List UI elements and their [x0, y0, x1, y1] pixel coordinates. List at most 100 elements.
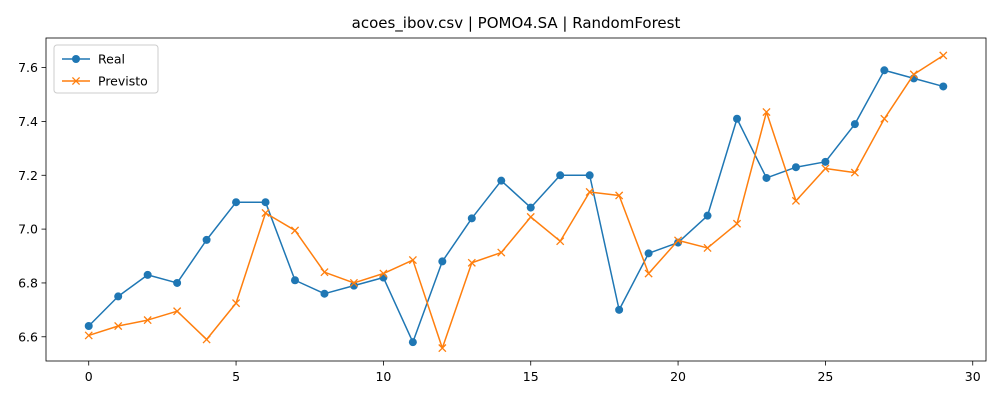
data-point-series-1	[349, 278, 358, 288]
data-point-series-1	[732, 219, 742, 228]
data-point-series-1	[791, 196, 800, 205]
legend-marker-0	[72, 55, 80, 63]
y-tick-label: 6.8	[18, 275, 38, 290]
x-marker-stroke	[762, 107, 771, 117]
x-marker-stroke	[909, 70, 918, 79]
x-tick-label: 15	[523, 369, 539, 384]
x-marker-stroke	[585, 187, 594, 197]
data-point-series-0	[939, 82, 948, 91]
data-point-series-0	[232, 198, 241, 207]
data-point-series-1	[585, 187, 594, 197]
data-point-series-0	[143, 270, 152, 279]
x-marker-stroke	[261, 208, 270, 218]
data-point-series-1	[674, 236, 683, 245]
y-tick-label: 6.6	[18, 329, 38, 344]
x-marker-stroke	[232, 299, 241, 308]
x-marker-stroke	[114, 321, 123, 331]
data-point-series-0	[84, 322, 93, 331]
x-marker-stroke	[467, 258, 476, 267]
data-point-series-0	[320, 289, 329, 298]
x-marker-stroke	[880, 114, 889, 123]
x-marker-stroke	[791, 196, 800, 205]
legend-marker-1	[71, 76, 81, 86]
x-marker-stroke	[644, 269, 653, 278]
data-point-series-0	[290, 276, 299, 285]
data-point-series-1	[644, 269, 653, 278]
x-tick-label: 5	[232, 369, 240, 384]
series-line-1	[88, 54, 944, 349]
data-point-series-1	[556, 237, 565, 246]
x-marker-stroke	[143, 316, 152, 325]
data-point-series-0	[173, 278, 182, 287]
x-tick-label: 25	[817, 369, 833, 384]
data-point-series-1	[379, 269, 388, 278]
x-marker-stroke	[349, 278, 358, 288]
data-point-series-0	[850, 120, 859, 129]
data-point-series-1	[762, 107, 771, 117]
data-point-series-0	[438, 257, 447, 266]
x-marker-stroke	[379, 269, 388, 278]
x-marker-stroke	[674, 236, 683, 245]
data-point-series-1	[232, 299, 241, 308]
data-point-series-0	[556, 171, 565, 180]
data-point-series-1	[880, 114, 889, 123]
chart-title: acoes_ibov.csv | POMO4.SA | RandomForest	[352, 14, 681, 33]
data-point-series-1	[202, 335, 211, 344]
x-marker-stroke	[732, 219, 742, 228]
x-marker-stroke	[173, 307, 182, 316]
x-marker-stroke	[438, 344, 447, 353]
data-point-series-1	[320, 268, 329, 277]
x-marker-stroke	[84, 331, 93, 340]
x-tick-label: 10	[375, 369, 391, 384]
data-point-series-0	[114, 292, 123, 301]
data-point-series-1	[290, 226, 300, 235]
data-point-series-1	[526, 212, 535, 222]
data-point-series-1	[939, 51, 948, 60]
data-point-series-0	[349, 281, 358, 290]
data-point-series-0	[762, 173, 771, 182]
data-point-series-0	[526, 203, 535, 212]
data-point-series-0	[880, 66, 889, 75]
axes-frame	[45, 37, 987, 362]
data-point-series-0	[408, 338, 417, 347]
plot-area	[84, 51, 948, 353]
data-point-series-1	[703, 243, 712, 253]
data-point-series-0	[703, 211, 712, 220]
x-tick-label: 30	[965, 369, 981, 384]
data-point-series-1	[84, 331, 93, 340]
data-point-series-1	[173, 307, 182, 316]
data-point-series-1	[615, 191, 624, 200]
x-marker-stroke	[71, 76, 81, 86]
x-marker-stroke	[703, 243, 712, 253]
data-point-series-0	[261, 198, 270, 207]
data-point-series-1	[850, 168, 859, 177]
legend-label-1: Previsto	[98, 74, 148, 89]
x-marker-stroke	[320, 268, 329, 277]
x-marker-stroke	[939, 51, 948, 60]
data-point-series-1	[909, 70, 918, 79]
data-point-series-0	[821, 157, 830, 166]
x-marker-stroke	[290, 226, 300, 235]
axes: 0 5 10 15 20 25 30 6.6 6.8 7.0 7.2 7.4 7.6	[18, 37, 987, 384]
series-line-0	[88, 69, 944, 343]
y-tick-label: 7.4	[18, 114, 38, 129]
data-point-series-1	[143, 316, 152, 325]
data-point-series-1	[467, 258, 476, 267]
x-marker-stroke	[526, 212, 535, 222]
data-point-series-0	[733, 114, 742, 123]
y-tick-label: 7.0	[18, 222, 38, 237]
data-point-series-1	[497, 248, 506, 257]
data-point-series-0	[644, 249, 653, 258]
x-tick-label: 20	[670, 369, 686, 384]
x-marker-stroke	[202, 335, 211, 344]
x-marker-stroke	[615, 191, 624, 200]
x-tick-label: 0	[85, 369, 93, 384]
data-point-series-0	[497, 176, 506, 185]
legend: Real Previsto	[53, 44, 159, 94]
x-marker-stroke	[821, 164, 830, 173]
data-point-series-0	[791, 163, 800, 172]
x-marker-stroke	[850, 168, 859, 177]
x-marker-stroke	[408, 256, 417, 265]
data-point-series-0	[202, 235, 211, 244]
